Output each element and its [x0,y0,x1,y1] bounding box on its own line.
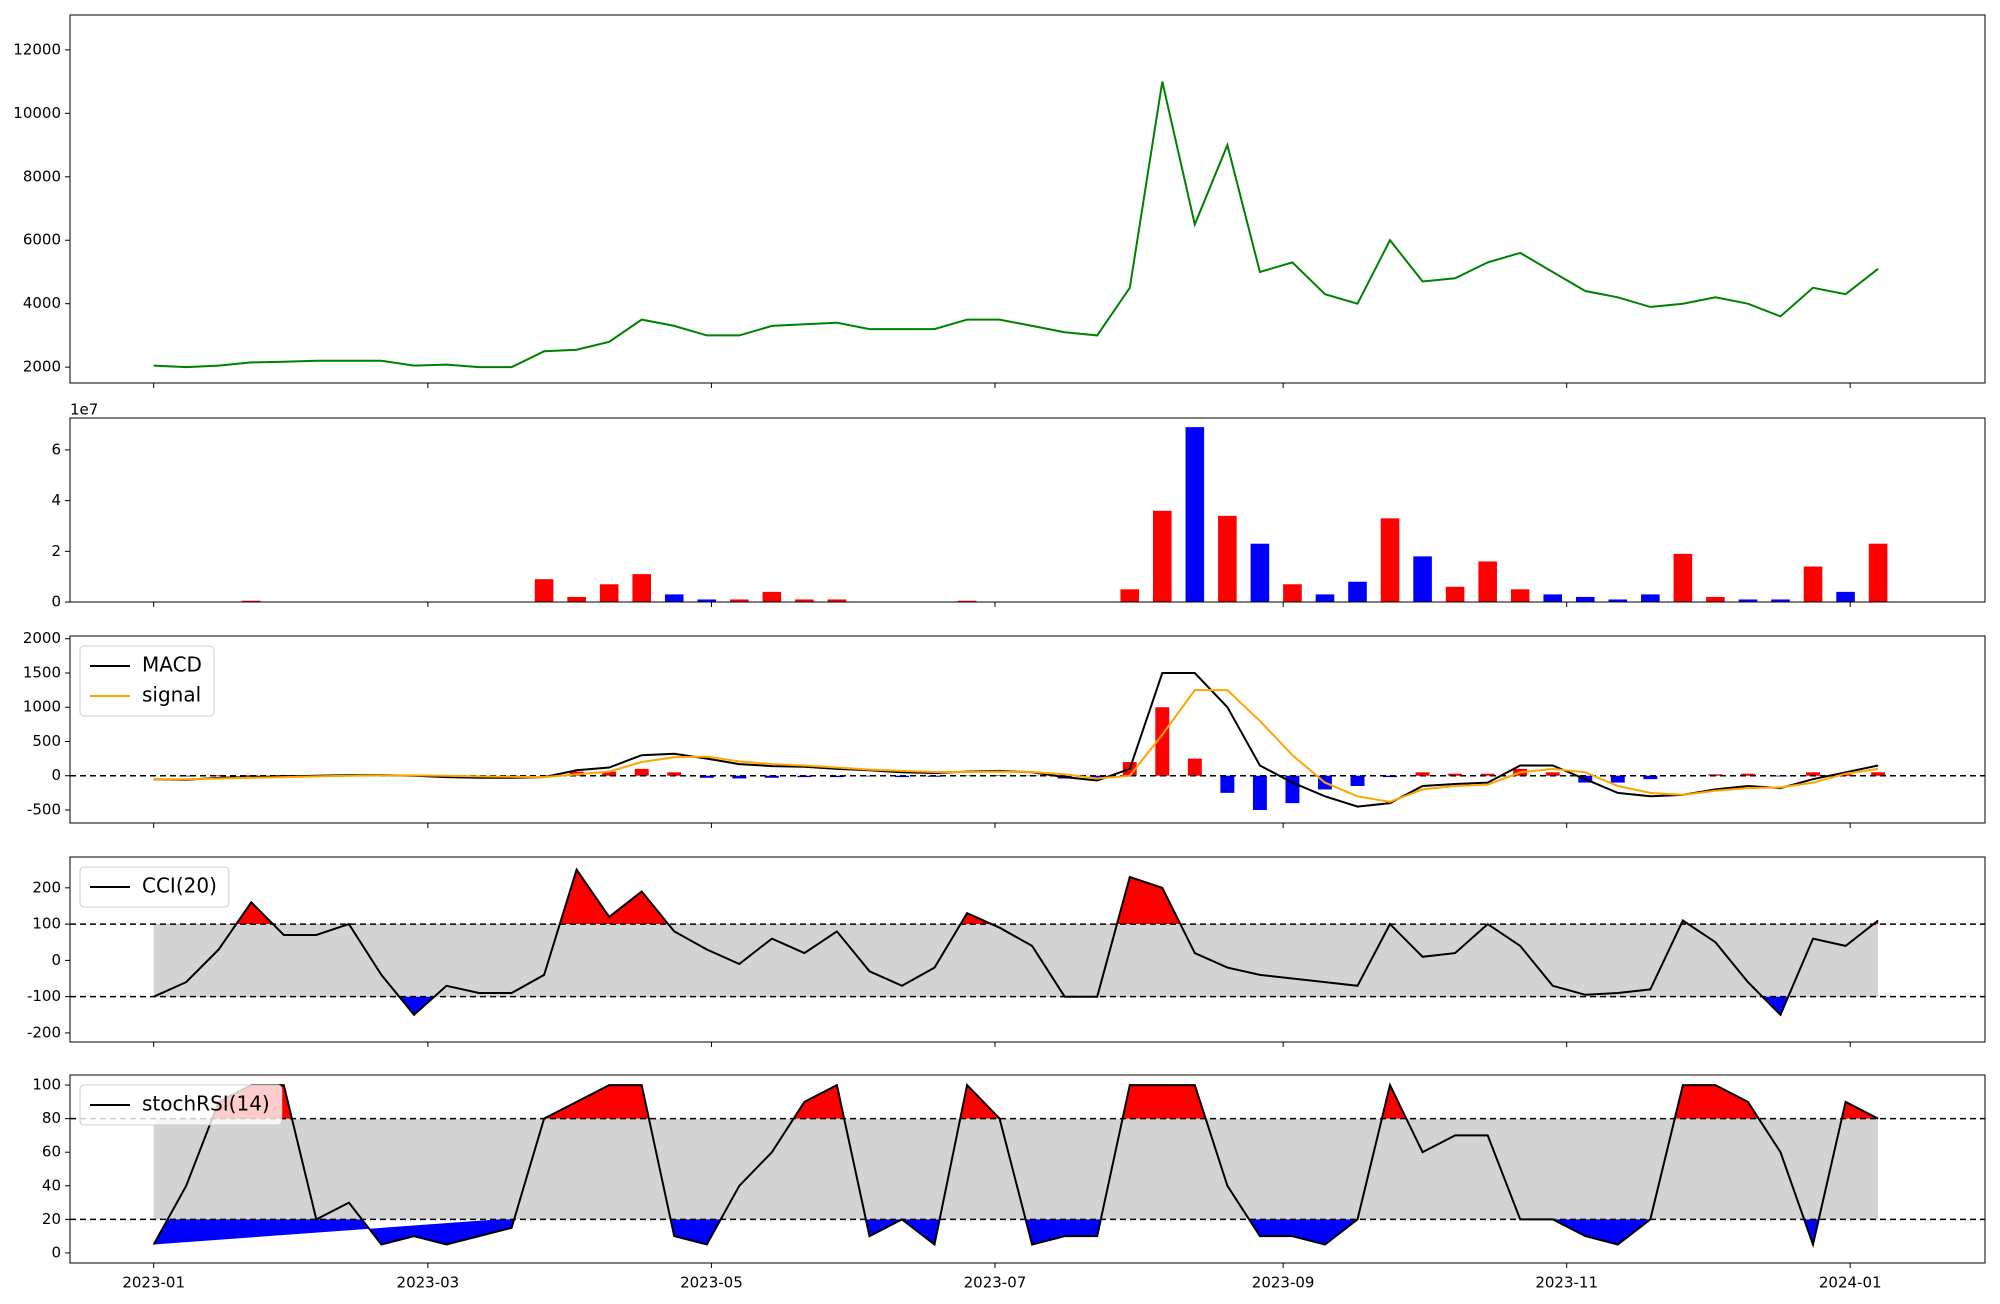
y-tick-label: 2000 [23,358,61,376]
volume-bar [1283,584,1302,602]
plot-area [242,427,1887,602]
indicator-line [154,690,1878,802]
volume-bar [535,579,554,602]
y-tick-label: -100 [27,987,61,1005]
y-tick-label: -200 [27,1023,61,1041]
y-tick-label: 6 [51,440,61,458]
volume-bar [1186,427,1205,602]
y-tick-label: 200 [32,878,61,896]
legend-label: stochRSI(14) [142,1092,270,1116]
panel-frame [70,418,1985,602]
volume-bar [1316,594,1335,602]
y-tick-label: 1500 [23,663,61,681]
volume-bar [1413,556,1432,602]
y-tick-label: 60 [42,1143,61,1161]
volume-bar [1706,597,1725,602]
x-tick-label: 2023-05 [680,1274,743,1292]
y-tick-label: 1000 [23,698,61,716]
y-tick-label: 100 [32,915,61,933]
histogram-bar [1220,776,1234,793]
y-tick-label: 0 [51,951,61,969]
volume-bar [1674,554,1693,602]
legend-label: signal [142,683,201,707]
y-tick-label: 10000 [13,104,61,122]
legend: stochRSI(14) [80,1085,282,1125]
plot-area [70,673,1985,810]
y-tick-label: 12000 [13,40,61,58]
histogram-bar [1611,776,1625,783]
volume-bar [1576,597,1595,602]
x-tick-label: 2023-11 [1535,1274,1598,1292]
y-tick-label: 0 [51,766,61,784]
plot-area [70,1085,1985,1244]
histogram-bar [1188,759,1202,776]
y-tick-label: 0 [51,593,61,611]
legend: CCI(20) [80,867,229,907]
plot-area [154,82,1878,368]
y-tick-label: 4000 [23,294,61,312]
volume-bar [1218,516,1237,602]
y-tick-label: 40 [42,1176,61,1194]
histogram-bar [635,769,649,776]
y-tick-label: -500 [27,800,61,818]
offset-label: 1e7 [70,401,98,419]
y-tick-label: 0 [51,1243,61,1261]
volume-bar [1446,587,1465,602]
y-tick-label: 4 [51,491,61,509]
volume-bar [1543,594,1562,602]
legend-label: MACD [142,653,202,677]
y-tick-label: 20 [42,1210,61,1228]
price-line [154,82,1878,368]
histogram-bar [1351,776,1365,786]
y-tick-label: 80 [42,1109,61,1127]
legend-label: CCI(20) [142,874,217,898]
volume-bar [665,594,684,602]
panel-frame [70,636,1985,823]
volume-bar [1153,511,1172,602]
volume-bar [1836,592,1855,602]
y-tick-label: 6000 [23,231,61,249]
volume-bar [763,592,782,602]
y-tick-label: 2000 [23,629,61,647]
panel-frame [70,15,1985,383]
neutral-band [154,924,1878,997]
volume-bar [1869,544,1888,602]
y-tick-label: 2 [51,542,61,560]
y-tick-label: 500 [32,732,61,750]
volume-bar [600,584,619,602]
plot-area [70,870,1985,1015]
volume-bar [1251,544,1270,602]
volume-bar [1381,518,1400,602]
volume-bar [1804,567,1823,602]
x-tick-label: 2023-07 [964,1274,1027,1292]
volume-bar [1120,589,1139,602]
neutral-band [154,1119,1878,1220]
x-tick-label: 2024-01 [1819,1274,1882,1292]
volume-bar [567,597,586,602]
x-tick-label: 2023-01 [122,1274,185,1292]
x-tick-label: 2023-03 [397,1274,460,1292]
volume-bar [1348,582,1367,602]
y-tick-label: 8000 [23,167,61,185]
volume-bar [1478,561,1497,602]
volume-bar [1641,594,1660,602]
x-tick-label: 2023-09 [1252,1274,1315,1292]
y-tick-label: 100 [32,1076,61,1094]
legend: MACD signal [80,646,214,716]
histogram-bar [1253,776,1267,810]
volume-bar [632,574,651,602]
volume-bar [1511,589,1530,602]
